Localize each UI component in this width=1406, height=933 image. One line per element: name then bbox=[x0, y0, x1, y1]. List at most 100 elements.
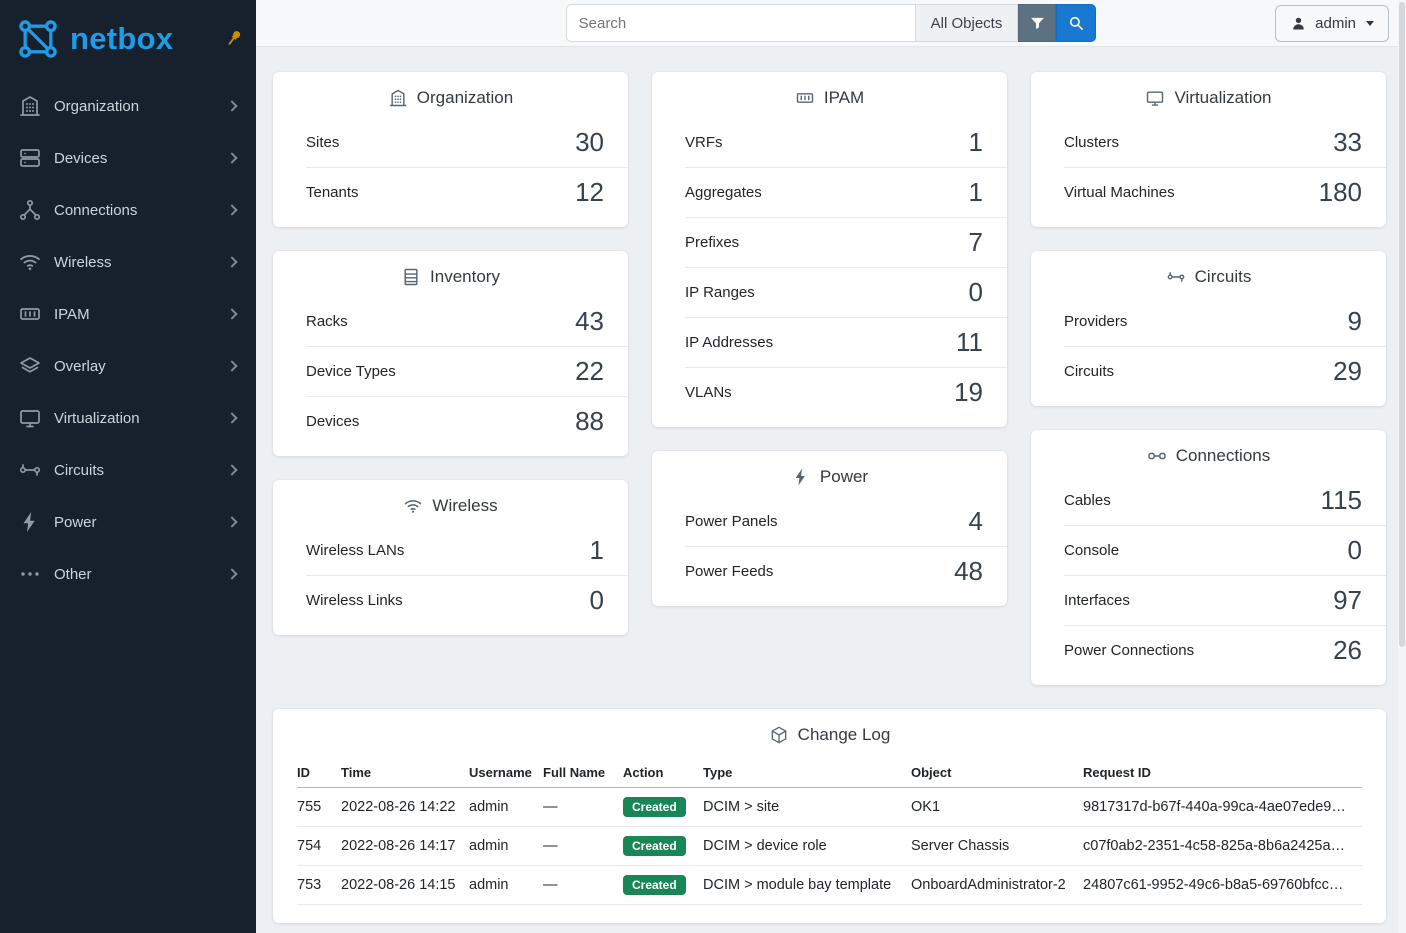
object-type-selector[interactable]: All Objects bbox=[915, 4, 1019, 42]
col-header-full-name: Full Name bbox=[543, 757, 623, 788]
sidebar-item-label: Wireless bbox=[54, 253, 112, 271]
sidebar: netbox Organization Devices Connections bbox=[0, 0, 256, 933]
changelog-action-cell: Created bbox=[623, 826, 703, 866]
user-menu-button[interactable]: admin bbox=[1275, 5, 1389, 42]
stat-row-power-feeds[interactable]: Power Feeds 48 bbox=[685, 546, 1007, 596]
stat-row-ip-addresses[interactable]: IP Addresses 11 bbox=[685, 317, 1007, 367]
stat-row-cables[interactable]: Cables 115 bbox=[1064, 484, 1362, 515]
transit-icon bbox=[1166, 267, 1186, 287]
dashboard: Organization Sites 30 Tenants 12 bbox=[256, 47, 1406, 933]
sidebar-item-organization[interactable]: Organization bbox=[0, 80, 256, 132]
virtualization-card: Virtualization Clusters 33 Virtual Machi… bbox=[1031, 72, 1386, 227]
changelog-request-id-link[interactable]: c07f0ab2-2351-4c58-825a-8b6a2425a1ab bbox=[1083, 826, 1362, 866]
stat-row-sites[interactable]: Sites 30 bbox=[306, 126, 604, 157]
filter-button[interactable] bbox=[1018, 4, 1057, 42]
changelog-username: admin bbox=[469, 826, 543, 866]
stat-row-ip-ranges[interactable]: IP Ranges 0 bbox=[685, 267, 1007, 317]
sidebar-item-overlay[interactable]: Overlay bbox=[0, 340, 256, 392]
stat-row-circuits[interactable]: Circuits 29 bbox=[1064, 346, 1386, 396]
search-button[interactable] bbox=[1056, 4, 1097, 42]
sidebar-item-label: Virtualization bbox=[54, 409, 140, 427]
stat-row-interfaces[interactable]: Interfaces 97 bbox=[1064, 575, 1386, 625]
card-title-inventory: Inventory bbox=[273, 251, 628, 296]
stat-row-power-connections[interactable]: Power Connections 26 bbox=[1064, 625, 1386, 675]
changelog-username: admin bbox=[469, 787, 543, 827]
changelog-row: 754 2022-08-26 14:17 admin — Created DCI… bbox=[297, 826, 1362, 866]
organization-card: Organization Sites 30 Tenants 12 bbox=[273, 72, 628, 227]
sidebar-item-circuits[interactable]: Circuits bbox=[0, 444, 256, 496]
sidebar-item-devices[interactable]: Devices bbox=[0, 132, 256, 184]
stat-row-console[interactable]: Console 0 bbox=[1064, 525, 1386, 575]
sidebar-item-power[interactable]: Power bbox=[0, 496, 256, 548]
created-badge: Created bbox=[623, 797, 686, 817]
stat-row-clusters[interactable]: Clusters 33 bbox=[1064, 126, 1362, 157]
pin-icon[interactable] bbox=[224, 28, 244, 48]
card-title-power: Power bbox=[652, 451, 1007, 496]
changelog-id-link[interactable]: 755 bbox=[297, 787, 341, 827]
changelog-type: DCIM > site bbox=[703, 787, 911, 827]
stat-row-aggregates[interactable]: Aggregates 1 bbox=[685, 167, 1007, 217]
changelog-row: 753 2022-08-26 14:15 admin — Created DCI… bbox=[297, 865, 1362, 905]
wireless-icon bbox=[18, 250, 42, 274]
organization-icon bbox=[18, 94, 42, 118]
stat-row-racks[interactable]: Racks 43 bbox=[306, 305, 604, 336]
changelog-full-name: — bbox=[543, 865, 623, 905]
stat-row-wireless-lans[interactable]: Wireless LANs 1 bbox=[306, 534, 604, 565]
brand-name: netbox bbox=[70, 21, 174, 56]
sidebar-item-label: Other bbox=[54, 565, 92, 583]
col-header-id: ID bbox=[297, 757, 341, 788]
bolt-icon bbox=[791, 467, 811, 487]
changelog-row: 755 2022-08-26 14:22 admin — Created DCI… bbox=[297, 787, 1362, 827]
stat-row-vlans[interactable]: VLANs 19 bbox=[685, 367, 1007, 417]
stat-row-devices[interactable]: Devices 88 bbox=[306, 396, 628, 446]
changelog-request-id-link[interactable]: 24807c61-9952-49c6-b8a5-69760bfcc4b3 bbox=[1083, 865, 1362, 905]
created-badge: Created bbox=[623, 875, 686, 895]
changelog-request-id-link[interactable]: 9817317d-b67f-440a-99ca-4ae07ede94df bbox=[1083, 787, 1362, 827]
col-header-type: Type bbox=[703, 757, 911, 788]
sidebar-item-wireless[interactable]: Wireless bbox=[0, 236, 256, 288]
sidebar-item-other[interactable]: Other bbox=[0, 548, 256, 600]
ipam-icon bbox=[795, 88, 815, 108]
scrollbar-thumb[interactable] bbox=[1399, 2, 1405, 647]
chevron-right-icon bbox=[226, 256, 238, 268]
stat-row-providers[interactable]: Providers 9 bbox=[1064, 305, 1362, 336]
sidebar-item-connections[interactable]: Connections bbox=[0, 184, 256, 236]
chevron-right-icon bbox=[226, 100, 238, 112]
topbar: All Objects admin bbox=[256, 0, 1406, 47]
wifi-icon bbox=[403, 496, 423, 516]
netbox-logo-icon bbox=[16, 17, 60, 61]
sidebar-item-ipam[interactable]: IPAM bbox=[0, 288, 256, 340]
sidebar-item-label: Power bbox=[54, 513, 97, 531]
created-badge: Created bbox=[623, 836, 686, 856]
stat-row-vrfs[interactable]: VRFs 1 bbox=[685, 126, 983, 157]
changelog-time-link[interactable]: 2022-08-26 14:17 bbox=[341, 826, 469, 866]
circuits-card: Circuits Providers 9 Circuits 29 bbox=[1031, 251, 1386, 406]
col-header-action: Action bbox=[623, 757, 703, 788]
card-title-organization: Organization bbox=[273, 72, 628, 117]
stat-row-device-types[interactable]: Device Types 22 bbox=[306, 346, 628, 396]
search-input[interactable] bbox=[565, 4, 916, 42]
stat-row-wireless-links[interactable]: Wireless Links 0 bbox=[306, 575, 628, 625]
changelog-object-link[interactable]: Server Chassis bbox=[911, 826, 1083, 866]
changelog-id-link[interactable]: 753 bbox=[297, 865, 341, 905]
stat-row-tenants[interactable]: Tenants 12 bbox=[306, 167, 628, 217]
connections-card: Connections Cables 115 Console 0 bbox=[1031, 430, 1386, 685]
changelog-object-link[interactable]: OK1 bbox=[911, 787, 1083, 827]
chevron-right-icon bbox=[226, 568, 238, 580]
col-header-object: Object bbox=[911, 757, 1083, 788]
netbox-logo[interactable]: netbox bbox=[0, 0, 256, 78]
chevron-right-icon bbox=[226, 152, 238, 164]
stat-row-power-panels[interactable]: Power Panels 4 bbox=[685, 505, 983, 536]
cable-icon bbox=[1147, 446, 1167, 466]
overlay-icon bbox=[18, 354, 42, 378]
stat-row-prefixes[interactable]: Prefixes 7 bbox=[685, 217, 1007, 267]
sidebar-item-label: Organization bbox=[54, 97, 140, 115]
sidebar-item-label: Overlay bbox=[54, 357, 106, 375]
changelog-id-link[interactable]: 754 bbox=[297, 826, 341, 866]
sidebar-item-virtualization[interactable]: Virtualization bbox=[0, 392, 256, 444]
changelog-time-link[interactable]: 2022-08-26 14:22 bbox=[341, 787, 469, 827]
changelog-time-link[interactable]: 2022-08-26 14:15 bbox=[341, 865, 469, 905]
chevron-right-icon bbox=[226, 464, 238, 476]
stat-row-virtual-machines[interactable]: Virtual Machines 180 bbox=[1064, 167, 1386, 217]
changelog-full-name: — bbox=[543, 787, 623, 827]
